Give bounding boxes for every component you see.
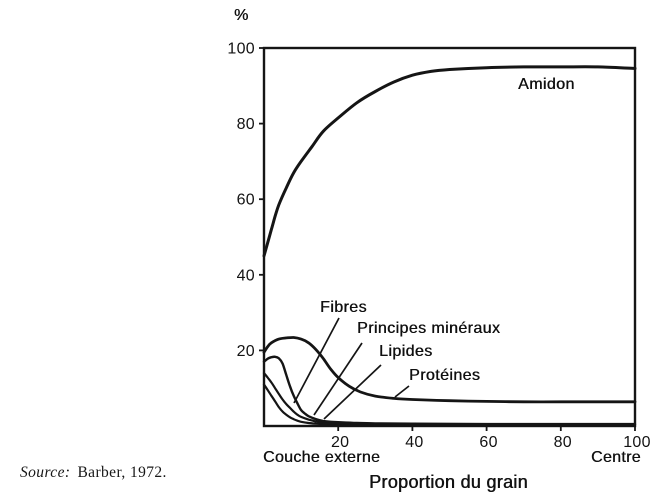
source-prefix: Source:: [20, 464, 71, 481]
source-citation: Source: Barber, 1972.: [20, 464, 167, 482]
x-axis-left-label: Couche externe: [263, 449, 381, 466]
y-tick-label-60: 60: [237, 192, 255, 209]
y-tick-label-80: 80: [237, 116, 255, 133]
curve-amidon: [262, 65, 637, 258]
curve-label-principes-mineraux: Principes minéraux: [357, 320, 501, 337]
x-tick-label-100: 100: [623, 434, 651, 451]
x-tick-label-40: 40: [405, 434, 423, 451]
curve-label-amidon: Amidon: [518, 76, 575, 93]
y-tick-label-40: 40: [237, 267, 255, 284]
x-tick-label-20: 20: [331, 434, 349, 451]
curve-lipides: [262, 383, 637, 427]
x-axis-title: Proportion du grain: [369, 472, 528, 492]
leader-line-proteines: [394, 385, 410, 398]
leader-line-lipides: [323, 364, 382, 420]
curve-label-proteines: Protéines: [409, 367, 481, 384]
y-tick-label-20: 20: [237, 343, 255, 360]
x-axis-right-label: Centre: [591, 449, 641, 466]
x-tick-label-60: 60: [479, 434, 497, 451]
curve-fibres: [262, 355, 637, 426]
curve-label-fibres: Fibres: [320, 299, 367, 316]
x-tick-label-80: 80: [554, 434, 572, 451]
source-text: Barber, 1972.: [77, 464, 167, 481]
leader-line-fibres: [293, 317, 340, 404]
leader-line-principes-mineraux: [313, 342, 363, 416]
y-axis-unit-label: %: [234, 7, 249, 24]
y-tick-label-100: 100: [227, 41, 255, 58]
curve-label-lipides: Lipides: [379, 343, 433, 360]
